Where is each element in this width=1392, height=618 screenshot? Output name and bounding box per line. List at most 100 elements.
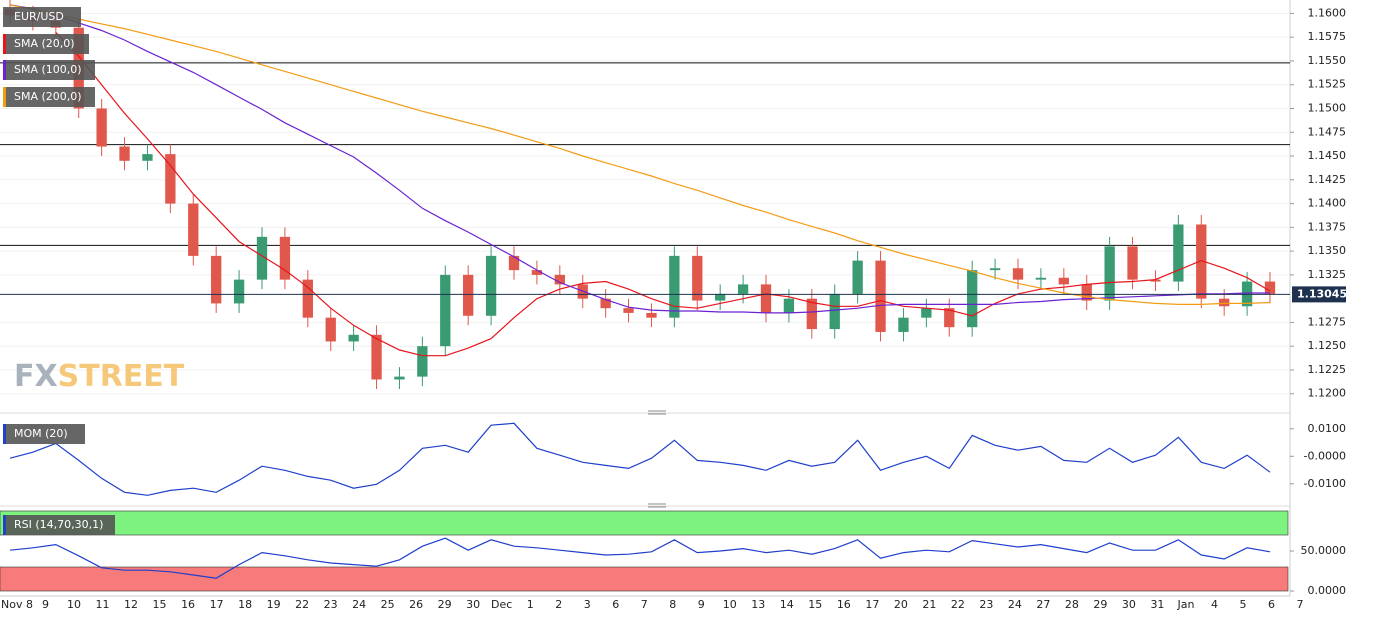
x-tick-label: 9 [42, 598, 49, 611]
x-tick-label: 23 [979, 598, 993, 611]
x-tick-label: 22 [295, 598, 309, 611]
candle-body [1081, 284, 1092, 301]
x-tick-label: 2 [555, 598, 562, 611]
candle-body [692, 255, 703, 301]
sma-line [55, 31, 1271, 357]
y-tick-label: 1.1550 [1308, 54, 1347, 67]
legend-label: SMA (100,0) [14, 63, 82, 76]
x-tick-label: 30 [466, 598, 480, 611]
x-tick-label: 16 [181, 598, 195, 611]
candle-body [531, 270, 543, 275]
y-tick-label: 1.1500 [1308, 101, 1347, 114]
legend-label: EUR/USD [14, 10, 64, 23]
candle-body [760, 284, 772, 313]
candle-body [875, 260, 886, 332]
y-tick-label: 1.1250 [1308, 339, 1347, 352]
candle-body [1173, 224, 1184, 282]
x-tick-label: 10 [723, 598, 737, 611]
x-tick-label: Dec [491, 598, 512, 611]
x-tick-label: 17 [210, 598, 224, 611]
y-tick-label: 1.1450 [1308, 149, 1347, 162]
candle-body [417, 346, 428, 377]
candle-body [485, 255, 497, 316]
overbought-zone [0, 510, 1289, 536]
y-tick-label: 1.1425 [1308, 173, 1347, 186]
sma-line [9, 4, 1270, 314]
candle-body [325, 317, 336, 342]
resize-handle[interactable] [648, 410, 666, 508]
x-tick-label: 25 [381, 598, 395, 611]
candle-body [1150, 279, 1161, 282]
x-tick-label: 16 [837, 598, 851, 611]
y-tick-label: 0.0000 [1308, 584, 1347, 597]
candle-body [1264, 281, 1276, 294]
legend-swatch [3, 60, 6, 80]
candle-body [944, 308, 955, 328]
x-tick-label: 21 [922, 598, 936, 611]
candle-body [852, 260, 863, 294]
candle-body [394, 376, 405, 380]
legend-box [3, 7, 81, 27]
x-tick-label: 27 [1036, 598, 1050, 611]
candle-body [440, 274, 451, 347]
indicator-line [9, 422, 1271, 496]
legend-box [3, 34, 89, 54]
candle-body [669, 255, 680, 318]
y-tick-label: 1.1350 [1308, 244, 1347, 257]
x-tick-label: Jan [1176, 598, 1194, 611]
x-tick-label: 26 [409, 598, 423, 611]
candle-body [463, 274, 474, 316]
legend-label: SMA (200,0) [14, 90, 82, 103]
x-tick-label: 6 [1268, 598, 1275, 611]
x-tick-label: 24 [1008, 598, 1022, 611]
x-tick-label: Nov 8 [1, 598, 33, 611]
candle-body [1127, 246, 1138, 280]
candle-body [188, 203, 199, 256]
x-tick-label: 1 [527, 598, 534, 611]
candle-body [233, 279, 245, 304]
x-tick-label: 20 [894, 598, 908, 611]
candle-body [119, 146, 130, 161]
candle-body [96, 108, 107, 147]
y-tick-label: 1.1200 [1308, 387, 1347, 400]
x-tick-label: 10 [67, 598, 81, 611]
legend-label: MOM (20) [14, 427, 68, 440]
candle-body [371, 334, 382, 380]
legend-swatch [3, 424, 6, 444]
y-tick-label: 1.1575 [1308, 30, 1347, 43]
x-tick-label: 22 [951, 598, 965, 611]
oversold-zone [0, 566, 1289, 592]
x-tick-label: 15 [808, 598, 822, 611]
y-tick-label: 1.1375 [1308, 220, 1347, 233]
watermark-part: FX [14, 359, 58, 394]
candle-body [715, 293, 726, 301]
y-tick-label: -0.0100 [1304, 477, 1346, 490]
sma-line [9, 4, 1271, 305]
x-tick-label: 7 [641, 598, 648, 611]
x-tick-label: 23 [324, 598, 338, 611]
y-tick-label: -0.0000 [1304, 449, 1346, 462]
x-tick-label: 29 [438, 598, 452, 611]
legend-box [3, 87, 95, 107]
candle-body [508, 255, 520, 271]
y-tick-label: 1.1400 [1308, 197, 1347, 210]
y-tick-label: 1.1225 [1308, 363, 1347, 376]
x-tick-label: 30 [1122, 598, 1136, 611]
x-tick-label: 29 [1093, 598, 1107, 611]
x-tick-label: 15 [153, 598, 167, 611]
candle-body [348, 334, 359, 342]
candle-body [623, 308, 634, 313]
y-tick-label: 1.1600 [1308, 6, 1347, 19]
last-price-label: 1.13045 [1297, 287, 1347, 300]
candle-body [829, 293, 840, 330]
y-tick-label: 50.0000 [1301, 544, 1347, 557]
x-tick-label: 19 [267, 598, 281, 611]
x-tick-label: 6 [612, 598, 619, 611]
candle-body [646, 312, 657, 318]
x-tick-label: 8 [669, 598, 676, 611]
x-tick-label: 17 [865, 598, 879, 611]
watermark: FXSTREET [14, 359, 185, 394]
candle-body [1104, 246, 1115, 301]
candle-body [989, 268, 1001, 271]
